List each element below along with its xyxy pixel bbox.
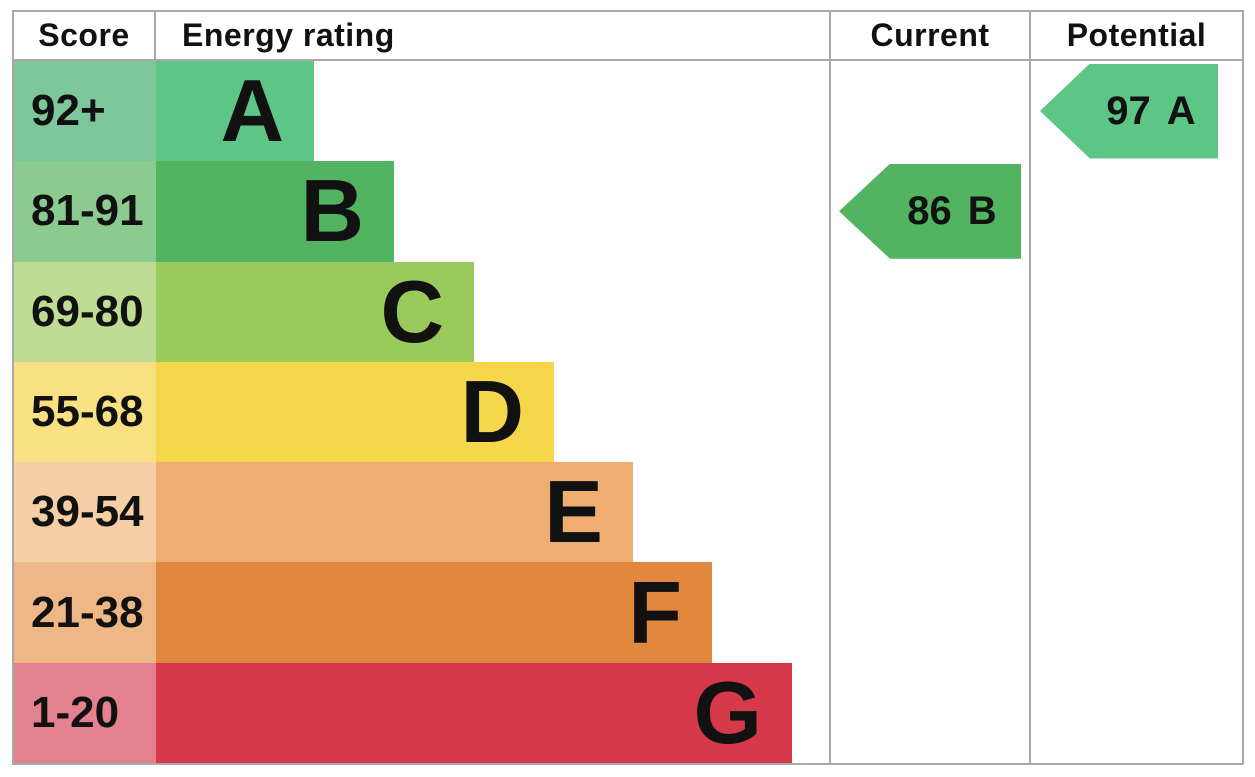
header-current: Current [831, 12, 1031, 59]
potential-rating-arrow: 97 A [1040, 63, 1218, 159]
current-column: 86 B [831, 61, 1031, 763]
bar-row: G [156, 662, 829, 763]
rating-letter-b: B [300, 161, 364, 261]
rating-letter-f: F [628, 562, 682, 662]
header-potential: Potential [1066, 17, 1207, 53]
current-rating-value: 86 [907, 188, 952, 233]
chart-body: 92+ 81-91 69-80 55-68 39-54 21-38 1-20 A… [14, 61, 1242, 763]
current-rating-band: B [967, 188, 997, 233]
bar-row: E [156, 462, 829, 563]
header-score: Score [14, 12, 156, 59]
rating-bar-b: B [156, 161, 394, 262]
score-cell-e: 39-54 [14, 462, 156, 563]
rating-bar-g: G [156, 662, 792, 763]
score-cell-b: 81-91 [14, 161, 156, 262]
bar-row: B [156, 161, 829, 262]
rating-letter-g: G [693, 662, 762, 762]
rating-bar-f: F [156, 562, 712, 663]
potential-rating-band: A [1166, 88, 1196, 133]
energy-rating-column: A B C D [156, 61, 831, 763]
score-cell-g: 1-20 [14, 662, 156, 763]
epc-table: Score Energy rating Current Potential 92… [12, 10, 1244, 765]
score-cell-c: 69-80 [14, 261, 156, 362]
bar-row: F [156, 562, 829, 663]
score-cell-a: 92+ [14, 61, 156, 162]
rating-bar-c: C [156, 261, 474, 362]
bar-row: C [156, 261, 829, 362]
rating-bar-d: D [156, 361, 554, 463]
header-row: Score Energy rating Current Potential [14, 12, 1242, 61]
header-energy-rating: Energy rating [156, 12, 831, 59]
rating-bar-a: A [156, 61, 314, 162]
potential-rating-value: 97 [1106, 88, 1151, 133]
rating-bar-e: E [156, 462, 633, 563]
bar-row: D [156, 361, 829, 463]
current-rating-arrow: 86 B [839, 163, 1021, 259]
score-column: 92+ 81-91 69-80 55-68 39-54 21-38 1-20 [14, 61, 156, 763]
rating-letter-a: A [220, 61, 284, 161]
bar-row: A [156, 61, 829, 162]
rating-letter-c: C [380, 261, 444, 361]
potential-column: 97 A [1031, 61, 1242, 763]
score-cell-f: 21-38 [14, 562, 156, 663]
score-cell-d: 55-68 [14, 361, 156, 463]
rating-letter-e: E [544, 462, 603, 562]
rating-letter-d: D [460, 361, 524, 461]
